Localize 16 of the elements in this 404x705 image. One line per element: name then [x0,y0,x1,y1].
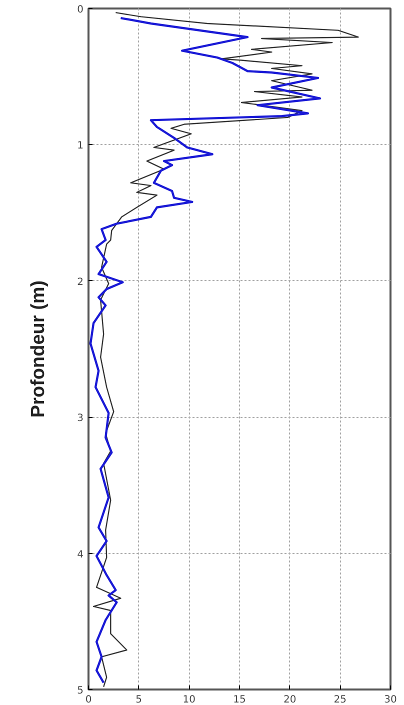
y-tick-label: 3 [77,413,84,424]
y-axis-title: Profondeur (m) [28,280,50,418]
line-series [92,12,359,688]
y-tick-label: 1 [77,140,84,152]
x-tick-label: 20 [283,694,296,705]
y-tick-label: 4 [77,549,84,560]
x-tick-label: 25 [334,694,347,705]
y-tick-label: 2 [77,276,84,288]
line-series [89,16,322,684]
y-tick-label: 5 [77,686,84,696]
x-tick-label: 5 [136,694,142,705]
x-tick-label: 15 [233,694,246,705]
x-tick-label: 0 [85,694,92,705]
x-tick-label: 10 [182,694,196,705]
y-tick-label: 0 [77,4,84,16]
x-tick-label: 30 [384,694,397,705]
